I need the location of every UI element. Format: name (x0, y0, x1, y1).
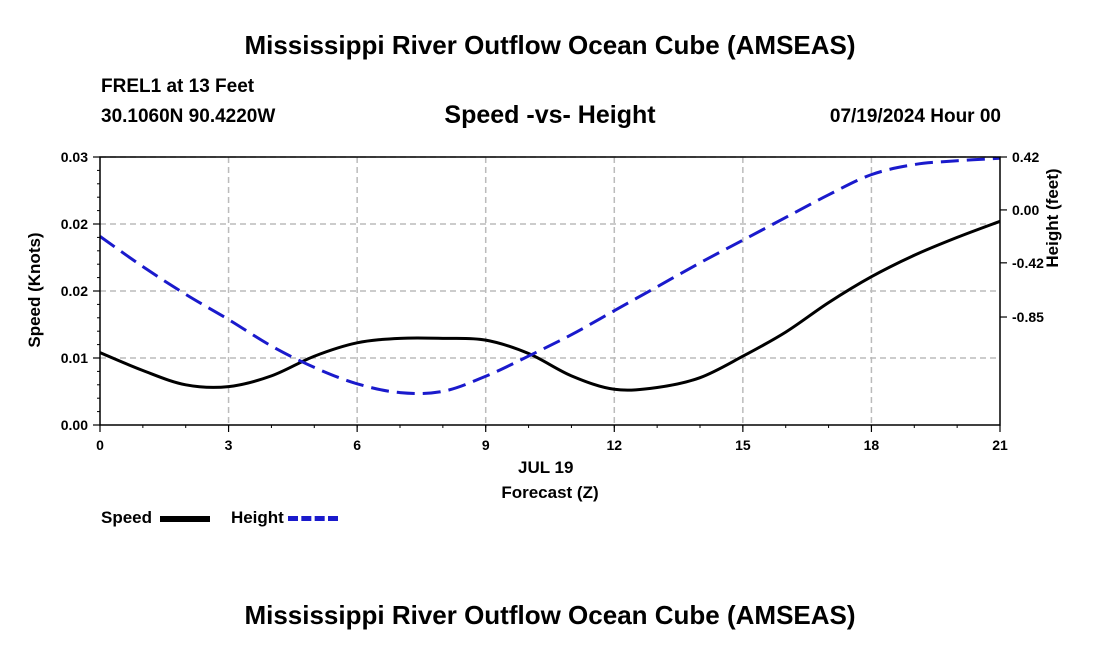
x-tick-label: 9 (482, 437, 490, 453)
x-tick-label: 15 (735, 437, 751, 453)
y-left-tick-label: 0.03 (61, 149, 88, 165)
y-axis-right-label: Height (feet) (1043, 168, 1062, 268)
x-axis-date: JUL 19 (518, 458, 574, 477)
x-tick-label: 18 (864, 437, 880, 453)
y-right-tick-label: 0.00 (1012, 202, 1039, 218)
x-tick-label: 21 (992, 437, 1008, 453)
chart-title: Mississippi River Outflow Ocean Cube (AM… (244, 30, 856, 60)
y-left-tick-label: 0.02 (61, 283, 88, 299)
y-left-tick-label: 0.02 (61, 216, 88, 232)
footer-title: Mississippi River Outflow Ocean Cube (AM… (244, 600, 856, 630)
legend: Speed Height (101, 508, 339, 528)
legend-speed-label: Speed (101, 508, 153, 527)
legend-speed-swatch (160, 515, 211, 522)
y-left-tick-label: 0.00 (61, 417, 88, 433)
forecast-datetime: 07/19/2024 Hour 00 (829, 106, 1001, 127)
station-name: FREL1 at 13 Feet (101, 76, 255, 97)
x-tick-label: 3 (225, 437, 233, 453)
series-line-height (99, 156, 1001, 395)
y-axis-left-label: Speed (Knots) (25, 232, 44, 348)
y-left-tick-label: 0.01 (61, 350, 88, 366)
y-right-tick-label: 0.42 (1012, 149, 1039, 165)
axes: 0 3 6 9 12 15 18 21 0.00 0.01 0.02 0.02 0.03 0.42 0.00… (61, 149, 1044, 453)
x-axis-label: Forecast (Z) (501, 483, 599, 502)
y-axis-right-label-wrap: Height (feet) (1043, 158, 1063, 278)
station-coords: 30.1060N 90.4220W (101, 106, 276, 127)
series-lines (99, 156, 1001, 395)
x-tick-label: 0 (96, 437, 104, 453)
legend-height-swatch (288, 516, 339, 522)
x-tick-label: 12 (606, 437, 622, 453)
legend-height-label: Height (230, 508, 284, 527)
chart-subtitle: Speed -vs- Height (444, 101, 656, 129)
y-right-tick-label: -0.42 (1012, 255, 1044, 271)
y-right-tick-label: -0.85 (1012, 309, 1044, 325)
x-tick-label: 6 (353, 437, 361, 453)
series-line-speed (99, 219, 1001, 392)
